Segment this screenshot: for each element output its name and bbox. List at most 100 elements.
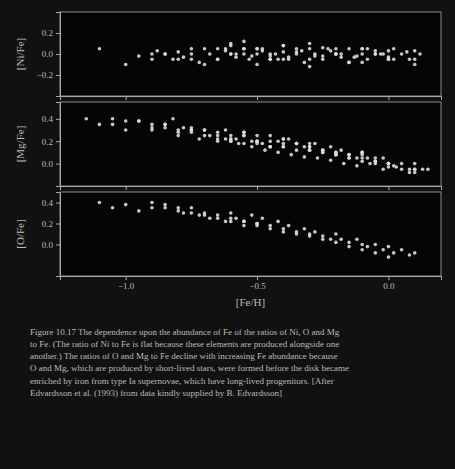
point <box>268 57 272 61</box>
point <box>308 148 312 152</box>
point <box>255 222 259 226</box>
point <box>255 222 259 226</box>
point <box>295 50 299 54</box>
point <box>405 50 409 54</box>
x-tick <box>388 96 389 100</box>
point <box>203 128 207 132</box>
point <box>295 142 299 146</box>
point <box>400 52 404 56</box>
point <box>190 128 194 132</box>
point <box>197 213 201 217</box>
point <box>224 47 228 51</box>
point <box>150 126 154 130</box>
point <box>360 47 364 51</box>
point <box>224 137 228 141</box>
point <box>111 123 115 127</box>
y-tick: 0.0 <box>42 240 60 250</box>
point <box>163 206 167 210</box>
point <box>176 130 180 134</box>
point <box>268 57 272 61</box>
point <box>347 156 351 160</box>
x-tick-mark <box>126 276 127 280</box>
point <box>208 216 212 220</box>
point <box>268 54 272 58</box>
point <box>334 153 338 157</box>
point <box>360 248 364 252</box>
point <box>334 232 338 236</box>
point <box>360 243 364 247</box>
point <box>308 57 312 61</box>
y-tick: 0.0 <box>42 159 60 169</box>
y-tick-label: 0.0 <box>42 240 54 250</box>
x-tick-mark <box>126 186 127 190</box>
y-axis-title: [O/Fe] <box>14 219 26 248</box>
point <box>329 158 333 162</box>
y-tick: 0.2 <box>42 219 60 229</box>
point <box>268 145 272 149</box>
point <box>242 130 246 134</box>
point <box>268 227 272 231</box>
point <box>400 162 404 166</box>
point <box>229 137 233 141</box>
x-tick: 0.0 <box>383 276 395 291</box>
point <box>418 52 422 56</box>
caption-line: another.) The ratios of O and Mg to Fe d… <box>30 351 338 361</box>
y-axis-title: [Ni/Fe] <box>14 38 26 70</box>
point <box>203 213 207 217</box>
point <box>250 139 254 143</box>
point <box>98 201 102 205</box>
point <box>137 54 141 58</box>
point <box>321 46 325 50</box>
point <box>190 211 194 215</box>
point <box>190 57 194 61</box>
point <box>360 160 364 164</box>
y-tick-mark <box>56 224 60 225</box>
point <box>137 119 141 123</box>
y-tick-label: 0.4 <box>42 198 54 208</box>
point <box>163 123 167 127</box>
point <box>321 234 325 238</box>
point <box>216 57 220 61</box>
y-tick-label: 0.0 <box>42 159 54 169</box>
point <box>124 63 128 67</box>
point <box>308 145 312 149</box>
point <box>339 237 343 241</box>
point <box>321 237 325 241</box>
point <box>339 52 343 56</box>
point <box>374 243 378 247</box>
point <box>276 151 280 155</box>
point <box>242 47 246 51</box>
point <box>347 47 351 51</box>
point <box>374 156 378 160</box>
point <box>413 63 417 67</box>
point <box>381 248 385 252</box>
background <box>0 0 455 469</box>
point <box>347 61 351 65</box>
x-tick-mark <box>388 96 389 100</box>
point <box>150 57 154 61</box>
point <box>321 151 325 155</box>
y-axis: −0.20.00.2 <box>37 13 61 97</box>
point <box>366 47 370 51</box>
point <box>360 156 364 160</box>
point <box>426 167 430 171</box>
point <box>197 61 201 65</box>
point <box>268 145 272 149</box>
point <box>347 241 351 245</box>
point <box>347 153 351 157</box>
point <box>216 216 220 220</box>
point <box>268 224 272 228</box>
point <box>163 123 167 127</box>
point <box>313 54 317 58</box>
point <box>229 52 233 56</box>
point <box>308 145 312 149</box>
point <box>392 251 396 255</box>
point <box>282 44 286 48</box>
point <box>334 52 338 56</box>
y-tick-mark <box>56 164 60 165</box>
point <box>355 156 359 160</box>
point <box>216 137 220 141</box>
point <box>295 142 299 146</box>
point <box>276 220 280 224</box>
point <box>237 142 241 146</box>
